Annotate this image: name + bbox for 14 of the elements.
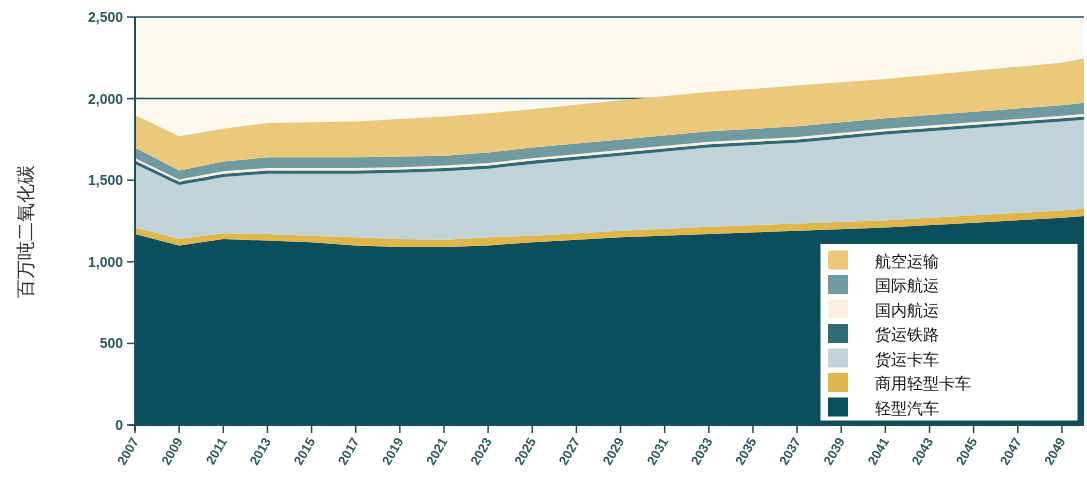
legend-label: 轻型汽车 <box>875 399 939 417</box>
y-tick-label: 1,500 <box>87 172 124 189</box>
y-tick-label: 0 <box>115 417 124 433</box>
y-tick-label: 2,500 <box>87 9 124 25</box>
y-axis-title: 百万吨二氧化碳 <box>15 164 36 298</box>
legend-label: 货运卡车 <box>875 350 939 368</box>
legend-label: 航空运输 <box>875 252 939 270</box>
y-tick-label: 500 <box>99 335 124 352</box>
legend-label: 商用轻型卡车 <box>875 375 971 392</box>
legend-label: 货运铁路 <box>875 326 939 343</box>
y-tick-label: 1,000 <box>87 253 124 270</box>
legend-label: 国际航运 <box>875 277 939 294</box>
legend-label: 国内航运 <box>875 301 939 319</box>
y-tick-label: 2,000 <box>87 90 124 107</box>
